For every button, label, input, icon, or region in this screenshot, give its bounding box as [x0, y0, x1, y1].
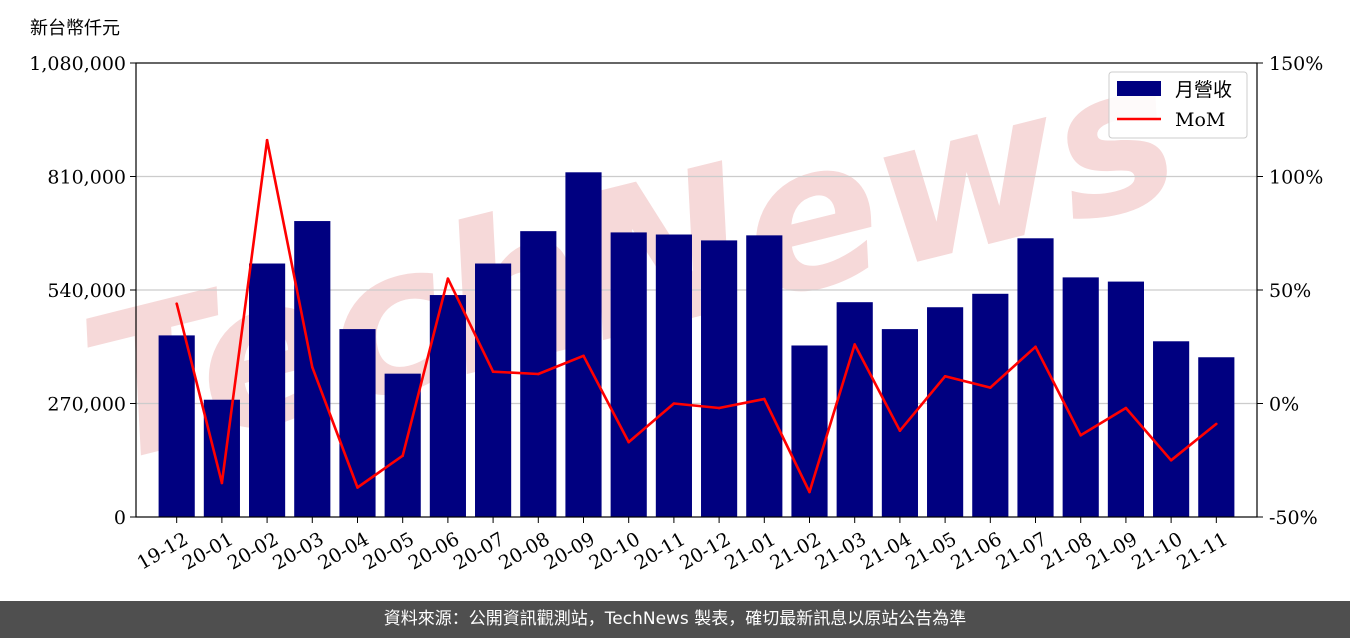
bar — [972, 293, 1009, 517]
bar — [429, 295, 466, 517]
legend: 月營收 MoM — [1108, 71, 1248, 139]
mom-point — [446, 277, 450, 280]
mom-point — [175, 302, 178, 305]
mom-point — [265, 138, 269, 142]
x-tick-label: 21-01 — [721, 528, 779, 574]
x-tick-label: 20-10 — [586, 528, 644, 574]
y-left-tick-label: 540,000 — [47, 280, 126, 302]
bar — [565, 172, 602, 517]
bar — [158, 335, 195, 517]
x-tick-label: 21-08 — [1038, 528, 1096, 574]
mom-line-series — [175, 138, 1218, 494]
bar — [701, 240, 738, 517]
mom-point — [401, 454, 404, 458]
bar — [881, 329, 918, 517]
bar — [339, 329, 376, 517]
mom-point — [627, 440, 630, 444]
x-tick-label: 20-12 — [676, 528, 734, 574]
bars-series — [158, 172, 1235, 518]
x-tick-label: 20-08 — [495, 528, 553, 574]
bar — [655, 234, 692, 517]
mom-point — [310, 365, 314, 369]
bar — [384, 373, 421, 517]
mom-point — [491, 370, 495, 374]
y-axis-unit-label: 新台幣仟元 — [30, 18, 120, 39]
x-tick-label: 21-10 — [1128, 528, 1186, 574]
y-right-tick-label: -50% — [1269, 507, 1318, 529]
mom-point — [763, 397, 766, 401]
x-tick-label: 20-01 — [179, 528, 237, 574]
y-right-tick-label: 0% — [1269, 394, 1299, 416]
x-tick-label: 21-06 — [947, 528, 1005, 574]
mom-point — [536, 372, 540, 376]
y-right-tick-label: 150% — [1269, 53, 1323, 75]
bar — [610, 232, 647, 518]
mom-point — [1215, 422, 1218, 426]
x-tick-label: 20-03 — [269, 528, 327, 574]
mom-point — [1034, 345, 1037, 349]
x-tick-label: 19-12 — [134, 528, 192, 574]
mom-point — [898, 429, 902, 433]
x-tick-label: 21-02 — [766, 528, 824, 574]
bar — [1107, 281, 1144, 517]
x-ticks: 19-1220-0120-0220-0320-0420-0520-0620-07… — [134, 517, 1232, 574]
mom-point — [943, 374, 947, 378]
bar — [1017, 238, 1054, 518]
bar — [203, 399, 240, 517]
mom-point — [717, 406, 721, 410]
mom-line — [175, 138, 1218, 494]
mom-point — [989, 386, 992, 389]
x-tick-label: 21-07 — [992, 528, 1050, 574]
y-right-tick-label: 50% — [1269, 280, 1311, 302]
x-tick-label: 21-04 — [857, 528, 915, 574]
mom-point — [220, 481, 224, 485]
legend-bar-label: 月營收 — [1175, 79, 1232, 101]
bar — [1062, 277, 1099, 517]
x-tick-label: 20-11 — [631, 528, 689, 574]
mom-point — [1079, 433, 1083, 437]
y-right-tick-label: 100% — [1269, 167, 1323, 189]
x-tick-label: 20-06 — [405, 528, 463, 574]
bar — [1153, 341, 1190, 517]
y-right-ticks: -50% 0% 50% 100% 150% — [1257, 53, 1323, 529]
legend-line-label: MoM — [1175, 109, 1225, 131]
mom-point — [1124, 406, 1128, 410]
y-left-tick-label: 270,000 — [47, 394, 126, 416]
bar — [927, 307, 964, 517]
x-tick-label: 21-11 — [1173, 528, 1231, 574]
mom-point — [853, 343, 857, 346]
bar — [475, 263, 512, 517]
mom-point — [672, 402, 676, 405]
revenue-chart: TechNews 0270,000540,000810,0001,080,000… — [29, 15, 1323, 575]
x-tick-label: 21-09 — [1083, 528, 1141, 574]
bar — [249, 263, 286, 517]
mom-point — [1169, 458, 1173, 462]
mom-point — [356, 486, 359, 489]
legend-bar-swatch — [1117, 81, 1161, 96]
y-left-tick-label: 1,080,000 — [29, 53, 126, 75]
mom-point — [582, 354, 585, 358]
y-left-tick-label: 810,000 — [47, 167, 126, 189]
x-tick-label: 20-05 — [360, 528, 418, 574]
mom-point — [808, 490, 811, 494]
source-footer: 資料來源：公開資訊觀測站，TechNews 製表，確切最新訊息以原站公告為準 — [0, 601, 1350, 638]
bar — [1198, 357, 1235, 517]
x-tick-label: 20-04 — [314, 528, 372, 574]
y-left-ticks: 0 270,000 540,000 810,000 1,080,000 — [29, 53, 136, 529]
x-tick-label: 20-09 — [540, 528, 598, 574]
x-tick-label: 20-02 — [224, 528, 282, 574]
x-tick-label: 20-07 — [450, 528, 508, 574]
x-tick-label: 21-03 — [812, 528, 870, 574]
y-left-tick-label: 0 — [114, 507, 126, 529]
bar — [836, 302, 873, 517]
x-tick-label: 21-05 — [902, 528, 960, 574]
bar — [746, 235, 783, 517]
